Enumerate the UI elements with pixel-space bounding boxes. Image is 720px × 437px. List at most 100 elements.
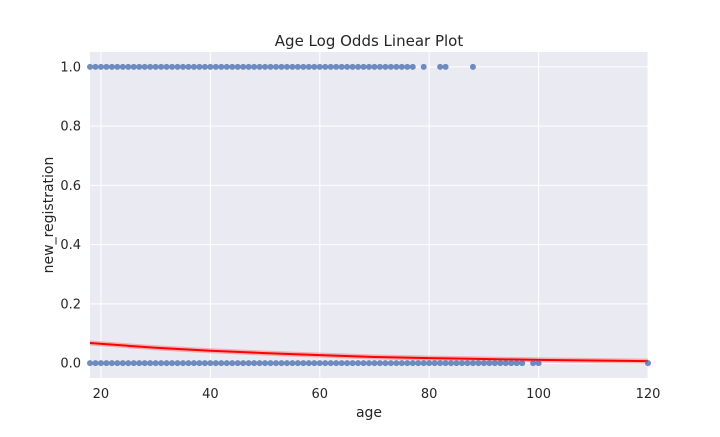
data-point xyxy=(87,360,93,367)
data-point xyxy=(245,63,252,70)
data-point xyxy=(393,63,400,70)
x-tick-labels: 20 40 60 80 100 120 xyxy=(93,387,661,402)
data-point xyxy=(163,63,170,70)
data-point xyxy=(442,63,449,70)
data-point xyxy=(119,63,126,70)
x-tick-label: 80 xyxy=(421,387,438,402)
x-tick-label: 120 xyxy=(636,387,661,402)
data-point xyxy=(294,360,301,367)
data-point xyxy=(229,63,236,70)
data-point xyxy=(305,360,312,367)
data-point xyxy=(256,63,263,70)
data-point xyxy=(409,63,416,70)
data-point xyxy=(497,360,504,367)
data-point xyxy=(398,63,405,70)
data-point xyxy=(371,63,378,70)
data-point xyxy=(130,63,137,70)
data-point xyxy=(223,63,230,70)
data-point xyxy=(158,360,165,367)
data-point xyxy=(355,360,362,367)
data-point xyxy=(486,360,493,367)
data-point xyxy=(420,360,427,367)
data-point xyxy=(398,360,405,367)
data-point xyxy=(442,360,449,367)
data-point xyxy=(344,63,351,70)
data-point xyxy=(201,360,208,367)
data-point xyxy=(119,360,126,367)
data-point xyxy=(256,360,263,367)
data-point xyxy=(387,63,394,70)
data-point xyxy=(459,360,465,367)
data-point xyxy=(420,63,427,70)
data-point xyxy=(355,63,362,70)
x-tick-label: 40 xyxy=(202,387,219,402)
data-point xyxy=(333,63,340,70)
data-point xyxy=(185,63,192,70)
data-point xyxy=(180,63,186,70)
data-point xyxy=(294,63,301,70)
x-tick-label: 60 xyxy=(311,387,328,402)
data-point xyxy=(163,360,170,367)
data-point xyxy=(185,360,192,367)
y-axis-label: new_registration xyxy=(41,157,57,274)
data-point xyxy=(229,360,236,367)
data-point xyxy=(338,360,345,367)
data-point xyxy=(92,360,99,367)
data-point xyxy=(97,360,104,367)
data-point xyxy=(234,360,241,367)
data-point xyxy=(201,63,208,70)
data-point xyxy=(437,360,444,367)
data-point xyxy=(147,63,154,70)
data-point xyxy=(289,63,296,70)
data-point xyxy=(371,360,378,367)
data-point xyxy=(108,360,115,367)
data-point xyxy=(382,360,389,367)
data-point xyxy=(103,63,110,70)
data-point xyxy=(469,360,476,367)
data-point xyxy=(469,63,476,70)
data-point xyxy=(360,63,367,70)
data-point xyxy=(311,360,318,367)
data-point xyxy=(152,360,159,367)
data-point xyxy=(300,360,307,367)
data-point xyxy=(92,63,99,70)
data-point xyxy=(273,63,279,70)
data-point xyxy=(152,63,159,70)
data-point xyxy=(103,360,110,367)
data-point xyxy=(141,360,148,367)
data-point xyxy=(645,360,651,367)
data-point xyxy=(327,360,334,367)
data-point xyxy=(415,360,422,367)
data-point xyxy=(508,360,515,367)
data-point xyxy=(404,63,411,70)
data-point xyxy=(283,360,290,367)
data-point xyxy=(283,63,290,70)
data-point xyxy=(136,360,143,367)
data-point xyxy=(190,63,197,70)
data-point xyxy=(196,360,203,367)
data-point xyxy=(245,360,252,367)
data-point xyxy=(136,63,143,70)
data-point xyxy=(382,63,389,70)
data-point xyxy=(535,360,542,367)
data-point xyxy=(251,360,258,367)
data-point xyxy=(316,360,323,367)
data-point xyxy=(212,63,219,70)
data-point xyxy=(97,63,104,70)
data-point xyxy=(322,360,329,367)
data-point xyxy=(426,360,433,367)
scatter-points xyxy=(87,63,651,367)
data-point xyxy=(125,63,132,70)
data-point xyxy=(333,360,340,367)
data-point xyxy=(338,63,345,70)
data-point xyxy=(267,63,274,70)
data-point xyxy=(240,360,247,367)
data-point xyxy=(480,360,487,367)
data-point xyxy=(344,360,351,367)
x-tick-label: 100 xyxy=(526,387,551,402)
data-point xyxy=(349,360,356,367)
data-point xyxy=(387,360,394,367)
data-point xyxy=(212,360,219,367)
data-point xyxy=(174,360,181,367)
data-point xyxy=(502,360,509,367)
